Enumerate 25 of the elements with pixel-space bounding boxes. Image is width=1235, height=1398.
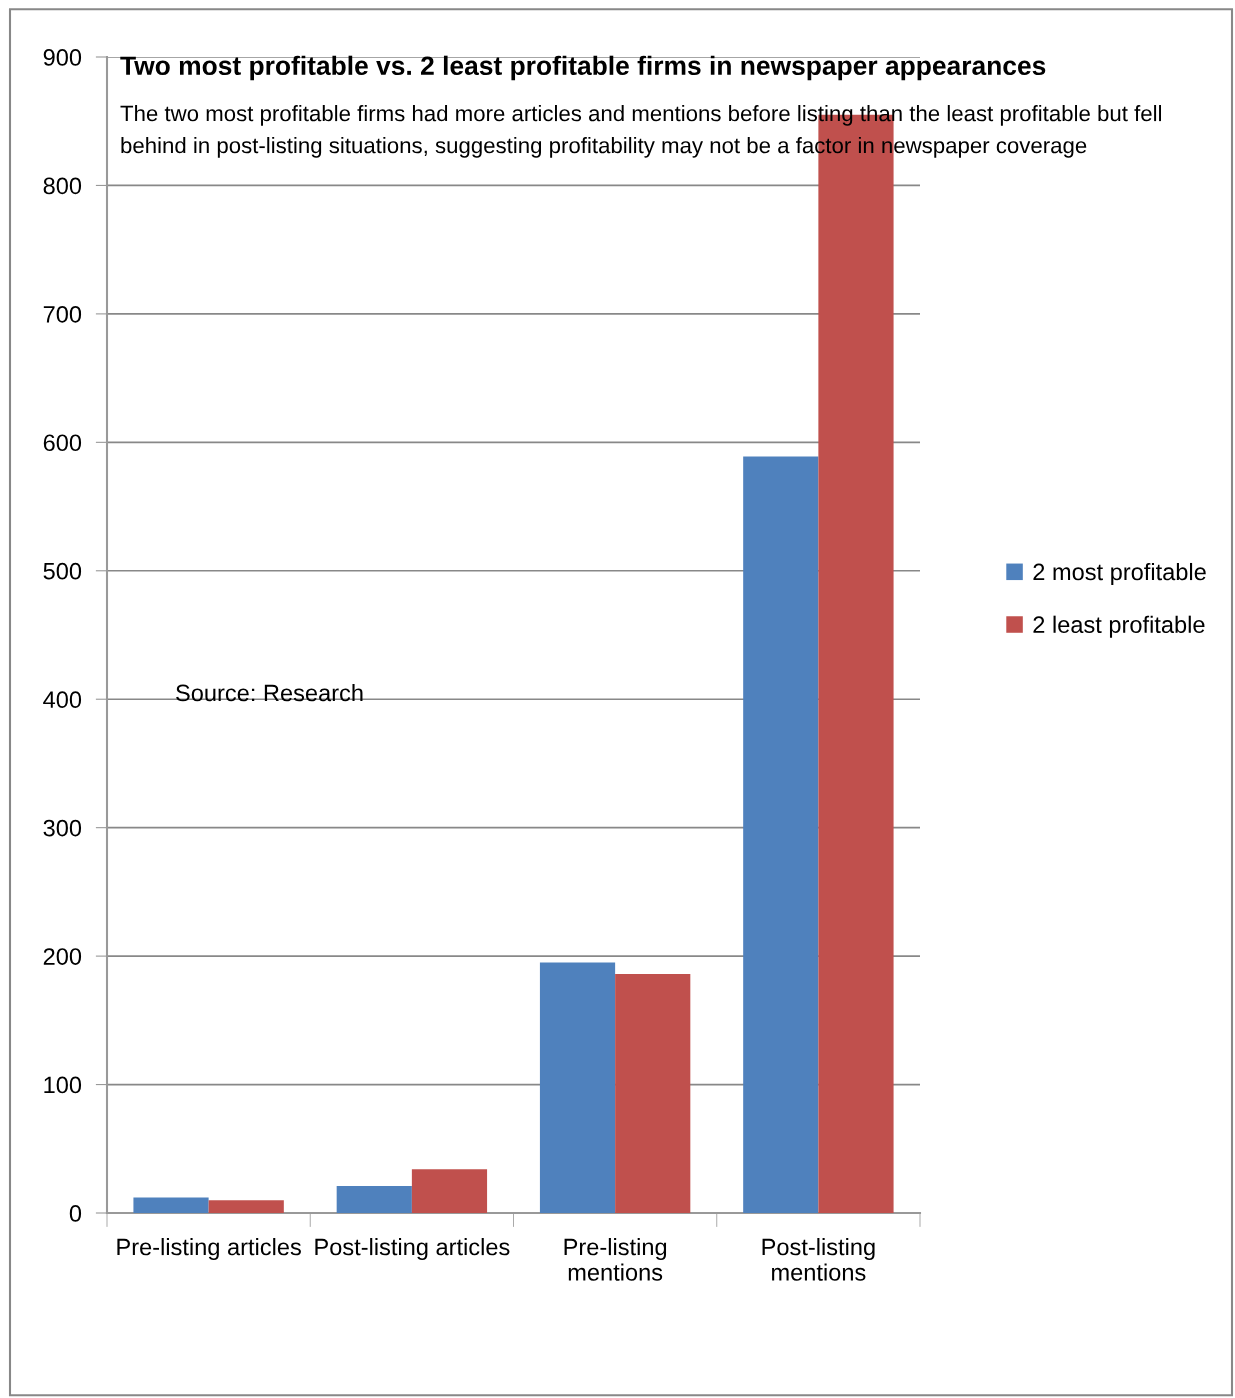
bar (133, 1197, 209, 1213)
bar (208, 1200, 284, 1213)
y-tick-label: 0 (69, 1205, 82, 1222)
x-tick-label: Pre-listing mentions (564, 1238, 667, 1281)
y-tick-label: 200 (43, 948, 82, 965)
bar (615, 974, 691, 1213)
bar (336, 1186, 412, 1213)
y-tick-label: 700 (43, 305, 82, 323)
bar (539, 962, 616, 1213)
y-tick-label: 100 (44, 1076, 82, 1094)
y-tick-label: 500 (43, 562, 82, 580)
bar (411, 1169, 488, 1213)
annotation: Source: Research (176, 683, 363, 702)
y-tick-label: 800 (43, 177, 82, 195)
y-tick-label: 600 (43, 434, 82, 452)
chart-title: Two most profitable vs. 2 least profitable firms in newspaper appearances (120, 55, 1046, 81)
legend-label: 2 least profitable (1033, 615, 1205, 638)
x-tick-label: Pre-listing articles (117, 1238, 301, 1261)
y-tick-label: 300 (43, 819, 82, 837)
x-tick-label: Post-listing mentions (762, 1238, 875, 1281)
y-tick-label: 400 (43, 691, 82, 709)
y-tick-label: 900 (43, 49, 82, 66)
bar (743, 456, 819, 1213)
legend-label: 2 most profitable (1033, 562, 1206, 585)
x-tick-label: Post-listing articles (315, 1238, 510, 1261)
